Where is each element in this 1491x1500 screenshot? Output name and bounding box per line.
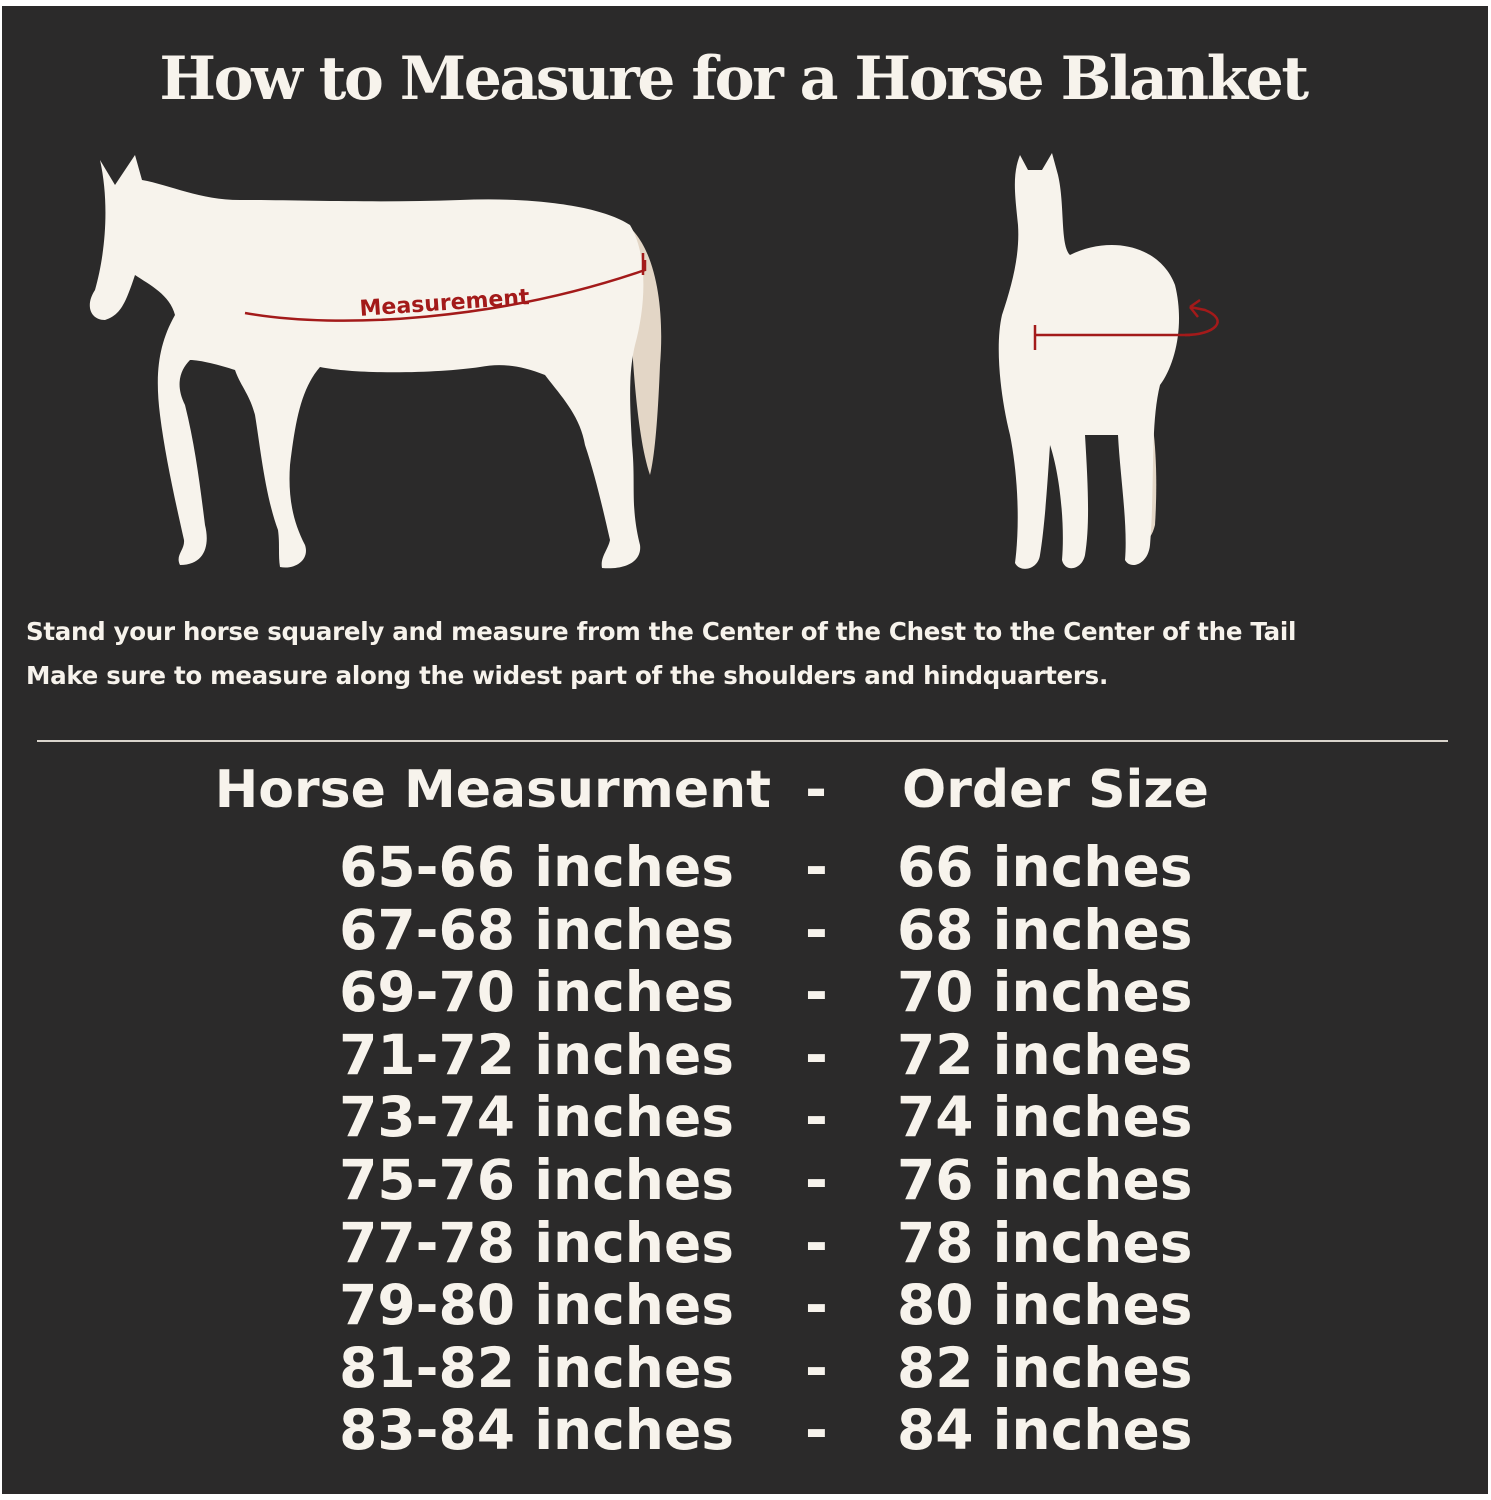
horse-front-illustration bbox=[998, 153, 1219, 569]
row-separator: - bbox=[805, 1022, 828, 1087]
table-row: 83-84 inches - 84 inches bbox=[0, 1398, 1491, 1463]
row-separator: - bbox=[805, 960, 828, 1025]
horse-measurement: 77-78 inches bbox=[339, 1210, 734, 1275]
row-separator: - bbox=[805, 1273, 828, 1338]
table-header: Horse Measurment - Order Size bbox=[0, 760, 1491, 822]
table-row: 77-78 inches - 78 inches bbox=[0, 1210, 1491, 1275]
horse-measurement: 75-76 inches bbox=[339, 1148, 734, 1212]
table-row: 67-68 inches - 68 inches bbox=[0, 897, 1491, 962]
order-size: 74 inches bbox=[897, 1085, 1193, 1150]
table-row: 65-66 inches - 66 inches bbox=[0, 835, 1491, 899]
row-separator: - bbox=[805, 1085, 828, 1150]
horse-measurement: 79-80 inches bbox=[339, 1273, 734, 1338]
header-horse-measurement: Horse Measurment bbox=[214, 760, 771, 820]
horse-measurement: 69-70 inches bbox=[339, 960, 734, 1025]
header-separator: - bbox=[805, 760, 827, 820]
row-separator: - bbox=[805, 1148, 828, 1212]
header-order-size: Order Size bbox=[902, 760, 1209, 820]
horse-side-silhouette bbox=[89, 155, 644, 569]
wrap-arrow-icon bbox=[1184, 298, 1219, 337]
row-separator: - bbox=[805, 1335, 828, 1400]
order-size: 68 inches bbox=[897, 897, 1193, 962]
order-size: 70 inches bbox=[897, 960, 1193, 1025]
horse-measurement: 81-82 inches bbox=[339, 1335, 734, 1400]
order-size: 82 inches bbox=[897, 1335, 1193, 1400]
row-separator: - bbox=[805, 1210, 828, 1275]
table-row: 79-80 inches - 80 inches bbox=[0, 1273, 1491, 1338]
divider bbox=[37, 740, 1448, 742]
table-row: 69-70 inches - 70 inches bbox=[0, 960, 1491, 1025]
row-separator: - bbox=[805, 1398, 828, 1463]
table-row: 73-74 inches - 74 inches bbox=[0, 1085, 1491, 1150]
row-separator: - bbox=[805, 897, 828, 962]
order-size: 78 inches bbox=[897, 1210, 1193, 1275]
measurement-line bbox=[244, 260, 647, 322]
order-size: 66 inches bbox=[897, 835, 1193, 899]
horse-front-silhouette bbox=[998, 153, 1180, 569]
order-size: 76 inches bbox=[897, 1148, 1193, 1212]
table-row: 71-72 inches - 72 inches bbox=[0, 1022, 1491, 1087]
order-size: 84 inches bbox=[897, 1398, 1193, 1463]
page-title: How to Measure for a Horse Blanket bbox=[159, 44, 1309, 114]
instruction-line-1: Stand your horse squarely and measure fr… bbox=[26, 617, 1297, 646]
table-row: 75-76 inches - 76 inches bbox=[0, 1148, 1491, 1212]
horse-measurement: 67-68 inches bbox=[339, 897, 734, 962]
horse-measurement: 83-84 inches bbox=[339, 1398, 734, 1463]
row-separator: - bbox=[805, 835, 828, 899]
horse-measurement: 65-66 inches bbox=[339, 835, 734, 899]
horse-measurement: 73-74 inches bbox=[339, 1085, 734, 1150]
horse-measurement: 71-72 inches bbox=[339, 1022, 734, 1087]
order-size: 72 inches bbox=[897, 1022, 1193, 1087]
horse-side-illustration: Measurement bbox=[89, 155, 662, 569]
instruction-line-2: Make sure to measure along the widest pa… bbox=[26, 661, 1108, 690]
table-row: 81-82 inches - 82 inches bbox=[0, 1335, 1491, 1400]
order-size: 80 inches bbox=[897, 1273, 1193, 1338]
